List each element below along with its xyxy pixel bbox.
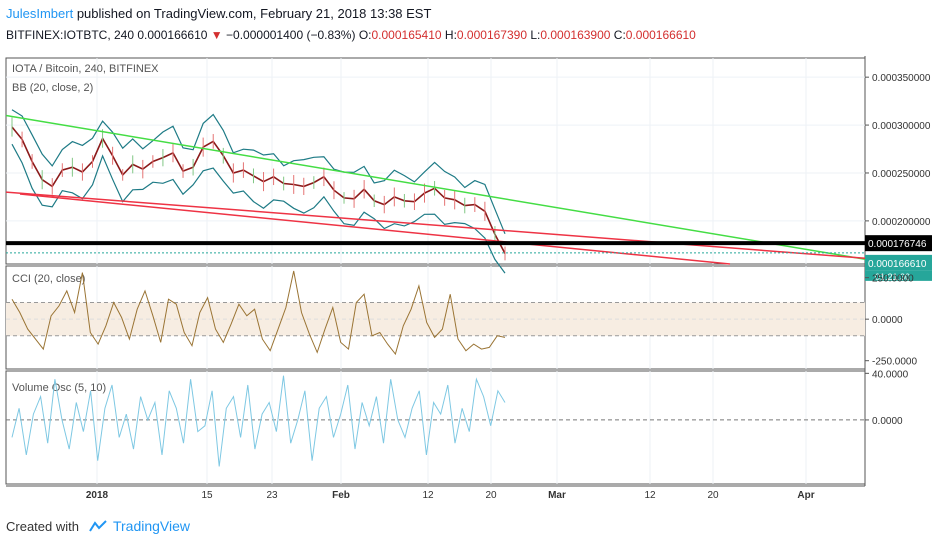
publish-line: JulesImbert published on TradingView.com…	[6, 6, 431, 21]
cci-line	[11, 270, 506, 356]
footer: Created with TradingView	[6, 518, 190, 534]
y-tick-label: 0.000350000	[872, 73, 931, 84]
price-label-bg	[865, 235, 932, 252]
change-value: −0.000001400 (−0.83%)	[226, 28, 356, 42]
trendline-green	[5, 114, 866, 260]
y-tick-label: 0.000250000	[872, 169, 931, 180]
x-tick-label: 20	[485, 490, 497, 501]
bb-upper-band	[11, 109, 506, 235]
x-tick-label: 20	[707, 490, 719, 501]
author-link[interactable]: JulesImbert	[6, 6, 74, 21]
x-tick-label: 15	[201, 490, 213, 501]
cci-title: CCI (20, close)	[12, 273, 85, 285]
chart-title: IOTA / Bitcoin, 240, BITFINEX	[12, 63, 159, 75]
high-value: 0.000167390	[456, 28, 527, 42]
y-tick-label: 0.0000	[872, 416, 903, 427]
x-tick-label: 12	[644, 490, 656, 501]
x-tick-label: 23	[266, 490, 278, 501]
x-tick-label: Mar	[548, 490, 566, 501]
low-label: L:	[530, 28, 541, 42]
pane-3-frame	[5, 370, 866, 485]
close-label: C:	[613, 28, 626, 42]
y-tick-label: 40.0000	[872, 369, 909, 380]
tradingview-logo-icon	[89, 520, 107, 532]
y-tick-label: 0.000300000	[872, 121, 931, 132]
created-with-label: Created with	[6, 518, 79, 534]
x-tick-label: Feb	[332, 490, 350, 501]
high-label: H:	[444, 28, 457, 42]
x-tick-label: Apr	[797, 490, 814, 501]
countdown-bg	[865, 270, 932, 281]
price-label-support: 0.000176746	[868, 239, 927, 250]
price-label-bg	[865, 254, 932, 271]
trendline-red-upper	[5, 191, 866, 259]
x-tick-label: 12	[422, 490, 434, 501]
vosc-title: Volume Osc (5, 10)	[12, 382, 106, 394]
last-price: 0.000166610	[137, 28, 208, 42]
y-tick-label: 0.000200000	[872, 217, 931, 228]
countdown-label: 01:21:30	[875, 272, 910, 282]
chart-canvas[interactable]: 2018 15 23 Feb 12 20 Mar 12 20 Apr 0.000350000 0.00…	[0, 56, 932, 510]
price-label-last: 0.000166610	[868, 259, 927, 270]
open-label: O:	[358, 28, 372, 42]
indicator-label: BB (20, close, 2)	[12, 82, 93, 94]
symbol-label: BITFINEX:IOTBTC, 240	[6, 28, 135, 42]
low-value: 0.000163900	[540, 28, 611, 42]
bb-lower-band	[11, 143, 506, 274]
quote-line: BITFINEX:IOTBTC, 240 0.000166610 ▼ −0.00…	[6, 28, 696, 42]
y-tick-label: -250.0000	[872, 357, 917, 368]
pane-1-frame	[5, 57, 866, 265]
change-arrow-icon: ▼	[210, 28, 223, 42]
open-value: 0.000165410	[371, 28, 442, 42]
trendline-red-lower	[19, 193, 731, 265]
vosc-line	[11, 375, 506, 467]
close-value: 0.000166610	[625, 28, 696, 42]
bb-basis-line	[11, 126, 506, 254]
y-tick-label: 250.0000	[872, 274, 914, 285]
tradingview-brand[interactable]: TradingView	[112, 518, 191, 534]
y-tick-label: 0.0000	[872, 315, 903, 326]
x-tick-label: 2018	[86, 490, 109, 501]
published-text: published on TradingView.com, February 2…	[76, 6, 432, 21]
